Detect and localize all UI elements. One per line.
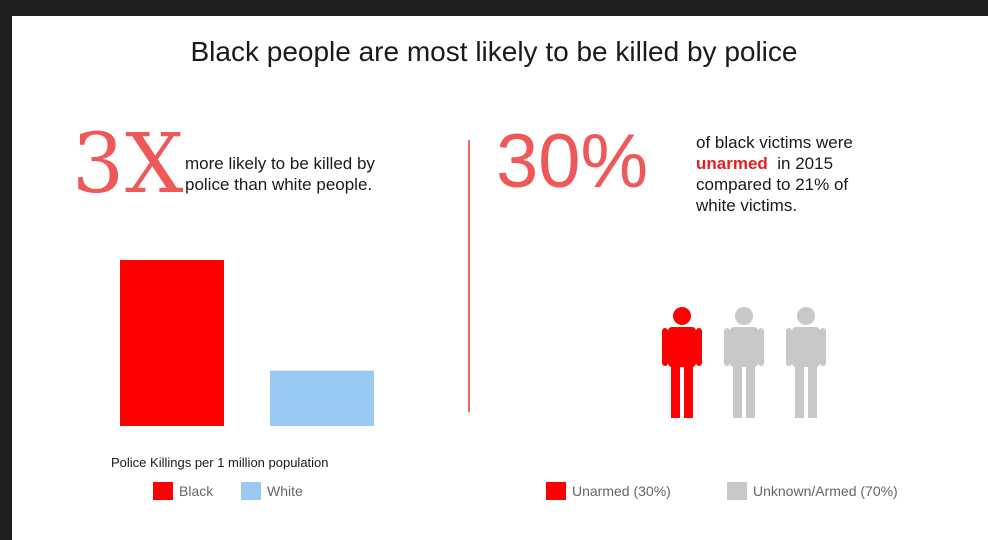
legend-swatch-white bbox=[241, 482, 261, 500]
legend-item-white: White bbox=[241, 482, 303, 500]
left-stat-line-2: police than white people. bbox=[185, 175, 373, 194]
frame-left-border bbox=[0, 0, 12, 540]
right-stat-number: 30% bbox=[496, 119, 649, 204]
unarmed-highlight: unarmed bbox=[696, 154, 768, 173]
legend-item-unarmed: Unarmed (30%) bbox=[546, 482, 671, 500]
left-stat-line-1: more likely to be killed by bbox=[185, 154, 375, 173]
right-stat-line-3: compared to 21% of bbox=[696, 175, 849, 194]
armed-person-icon bbox=[724, 307, 764, 418]
chart-title: Black people are most likely to be kille… bbox=[190, 36, 798, 67]
legend-label-white: White bbox=[267, 483, 303, 499]
bar-black bbox=[120, 260, 224, 426]
left-stat-description: more likely to be killed by police than … bbox=[185, 153, 375, 195]
right-stat-line-1: of black victims were bbox=[696, 133, 853, 152]
frame-top-border bbox=[0, 0, 988, 16]
legend-label-black: Black bbox=[179, 483, 214, 499]
left-stat-number: 3X bbox=[72, 117, 185, 212]
legend-swatch-unknown-armed bbox=[727, 482, 747, 500]
legend-label-unknown-armed: Unknown/Armed (70%) bbox=[753, 483, 898, 499]
section-divider bbox=[468, 140, 470, 412]
legend-swatch-unarmed bbox=[546, 482, 566, 500]
bar-chart-title: Police Killings per 1 million population bbox=[111, 455, 329, 470]
legend-swatch-black bbox=[153, 482, 173, 500]
right-stat-line-4: white victims. bbox=[696, 196, 798, 215]
armed-person-icon bbox=[786, 307, 826, 418]
unarmed-person-icon bbox=[662, 307, 702, 418]
right-stat-year: in 2015 bbox=[777, 154, 834, 173]
right-stat-description: of black victims were unarmed in 2015 co… bbox=[696, 132, 853, 216]
legend-label-unarmed: Unarmed (30%) bbox=[572, 483, 671, 499]
bar-white bbox=[270, 370, 374, 426]
right-stat-line-2: unarmed in 2015 bbox=[696, 153, 853, 174]
legend-item-unknown-armed: Unknown/Armed (70%) bbox=[727, 482, 898, 500]
legend-item-black: Black bbox=[153, 482, 213, 500]
